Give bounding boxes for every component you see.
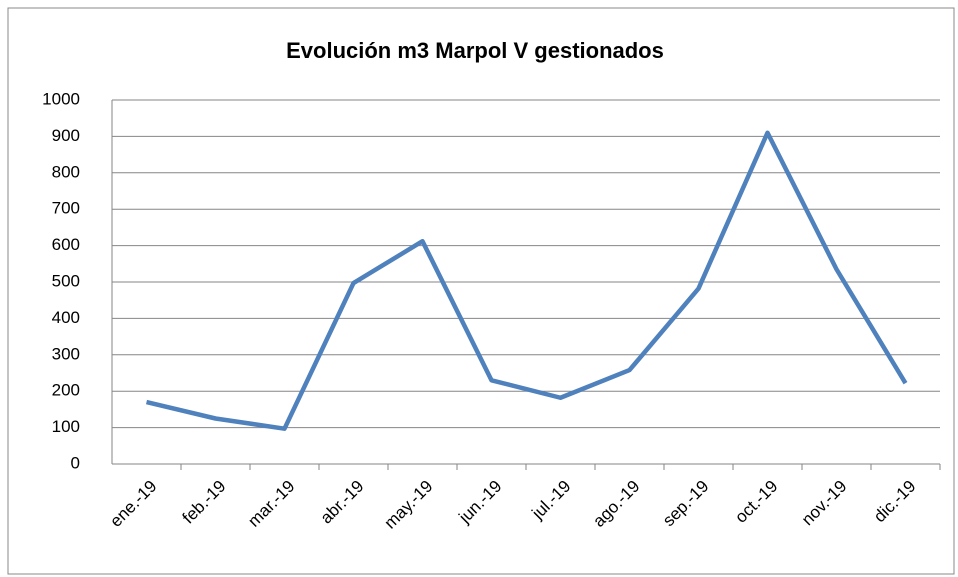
y-tick-label: 100 xyxy=(52,417,80,436)
series-line xyxy=(145,130,908,431)
y-tick-label: 800 xyxy=(52,162,80,181)
y-tick-label: 1000 xyxy=(42,89,80,108)
y-tick-label: 700 xyxy=(52,199,80,218)
y-tick-label: 200 xyxy=(52,381,80,400)
y-tick-label: 900 xyxy=(52,126,80,145)
chart-title: Evolución m3 Marpol V gestionados xyxy=(286,38,664,63)
chart-border xyxy=(7,7,955,575)
y-tick-label: 600 xyxy=(52,235,80,254)
y-tick-label: 0 xyxy=(71,453,80,472)
y-tick-label: 300 xyxy=(52,344,80,363)
y-tick-label: 400 xyxy=(52,308,80,327)
y-tick-label: 500 xyxy=(52,271,80,290)
